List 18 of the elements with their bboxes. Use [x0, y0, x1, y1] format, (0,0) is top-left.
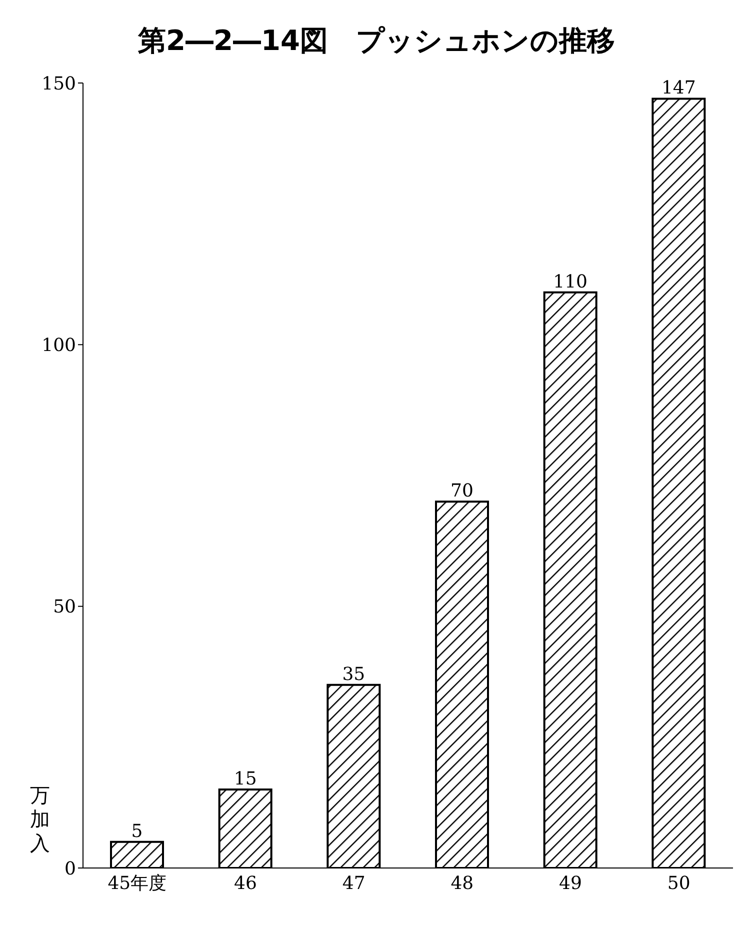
y-axis-title: 万加入	[30, 783, 51, 855]
x-tick-label: 47	[342, 872, 366, 894]
x-tick-label: 50	[667, 872, 690, 894]
y-tick-label: 0	[64, 858, 76, 880]
y-tick-label: 50	[53, 596, 76, 618]
data-label: 5	[131, 820, 143, 842]
y-tick-label: 100	[42, 335, 76, 356]
data-label: 147	[661, 78, 696, 99]
data-label: 35	[342, 664, 366, 685]
data-label: 70	[450, 480, 474, 502]
x-tick-label: 49	[559, 872, 582, 894]
data-label: 15	[234, 768, 257, 790]
x-tick-label: 48	[450, 872, 474, 894]
chart-title: 第2―2―14図 プッシュホンの推移	[137, 23, 616, 59]
data-label: 110	[553, 271, 588, 292]
y-tick-label: 150	[42, 73, 76, 94]
x-tick-label: 45年度	[108, 872, 167, 894]
x-tick-label: 46	[234, 872, 257, 894]
